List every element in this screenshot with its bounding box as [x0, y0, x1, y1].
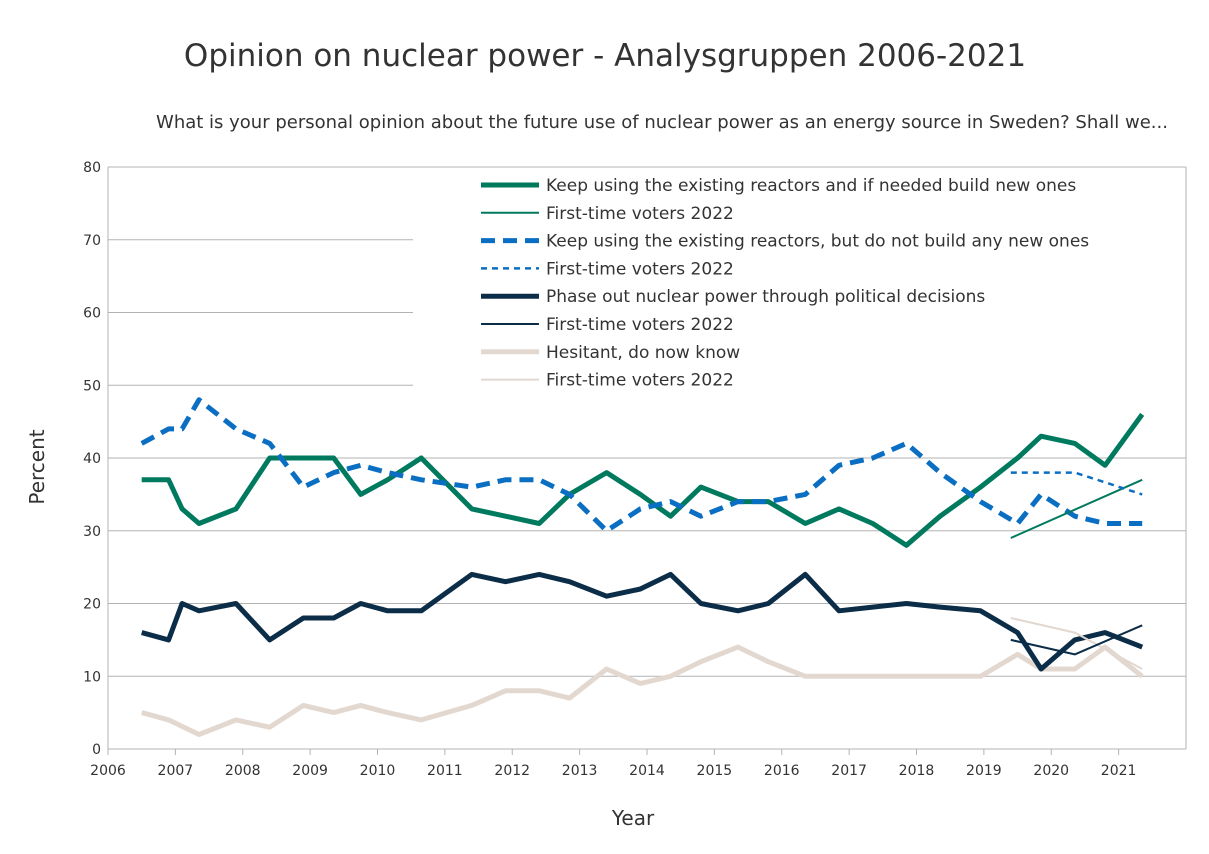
- legend-label-0: Keep using the existing reactors and if …: [546, 176, 1076, 196]
- x-tick-label: 2011: [427, 763, 463, 779]
- legend-background: [420, 172, 1170, 394]
- legend-label-6: Hesitant, do now know: [546, 343, 740, 363]
- x-tick-label: 2006: [90, 763, 126, 779]
- chart-subtitle: What is your personal opinion about the …: [156, 112, 1168, 133]
- x-tick-label: 2007: [158, 763, 194, 779]
- y-tick-label: 80: [83, 160, 101, 176]
- x-tick-label: 2012: [494, 763, 530, 779]
- y-tick-label: 50: [83, 378, 101, 394]
- y-tick-label: 10: [83, 669, 101, 685]
- y-tick-label: 60: [83, 306, 101, 322]
- x-tick-label: 2015: [697, 763, 733, 779]
- series-line-6: [141, 644, 1144, 737]
- x-tick-label: 2008: [225, 763, 261, 779]
- legend-label-3: First-time voters 2022: [546, 259, 734, 279]
- x-tick-label: 2019: [966, 763, 1002, 779]
- chart-title: Opinion on nuclear power - Analysgruppen…: [184, 38, 1026, 74]
- y-tick-label: 20: [83, 597, 101, 613]
- legend-label-1: First-time voters 2022: [546, 204, 734, 224]
- legend-label-5: First-time voters 2022: [546, 315, 734, 335]
- series-line-7: [1010, 617, 1143, 670]
- x-tick-label: 2017: [831, 763, 867, 779]
- series-layer: [140, 397, 1145, 737]
- y-tick-label: 30: [83, 524, 101, 540]
- axes: 0 10 20 30 40 50 60 70 80 2006 2007 2008 2009 2010 201…: [83, 160, 1187, 779]
- x-tick-label: 2014: [629, 763, 665, 779]
- y-axis-label: Percent: [25, 429, 49, 504]
- legend: Keep using the existing reactors and if …: [420, 172, 1170, 394]
- series-line-3: [1010, 471, 1143, 496]
- x-axis-label: Year: [611, 806, 655, 830]
- series-line-5: [1010, 624, 1143, 656]
- x-tick-label: 2020: [1033, 763, 1069, 779]
- series-line-4: [141, 571, 1144, 672]
- x-tick-label: 2010: [360, 763, 396, 779]
- y-tick-label: 0: [92, 742, 101, 758]
- y-tick-label: 40: [83, 451, 101, 467]
- y-tick-label: 70: [83, 233, 101, 249]
- legend-label-4: Phase out nuclear power through politica…: [546, 287, 985, 307]
- x-tick-label: 2013: [562, 763, 598, 779]
- x-tick-label: 2009: [292, 763, 328, 779]
- x-tick-label: 2018: [899, 763, 935, 779]
- legend-label-7: First-time voters 2022: [546, 371, 734, 391]
- series-line-2: [140, 397, 1143, 534]
- x-tick-label: 2021: [1101, 763, 1137, 779]
- series-line-1: [1010, 478, 1143, 539]
- x-tick-label: 2016: [764, 763, 800, 779]
- series-line-0: [141, 412, 1145, 548]
- legend-label-2: Keep using the existing reactors, but do…: [546, 232, 1089, 252]
